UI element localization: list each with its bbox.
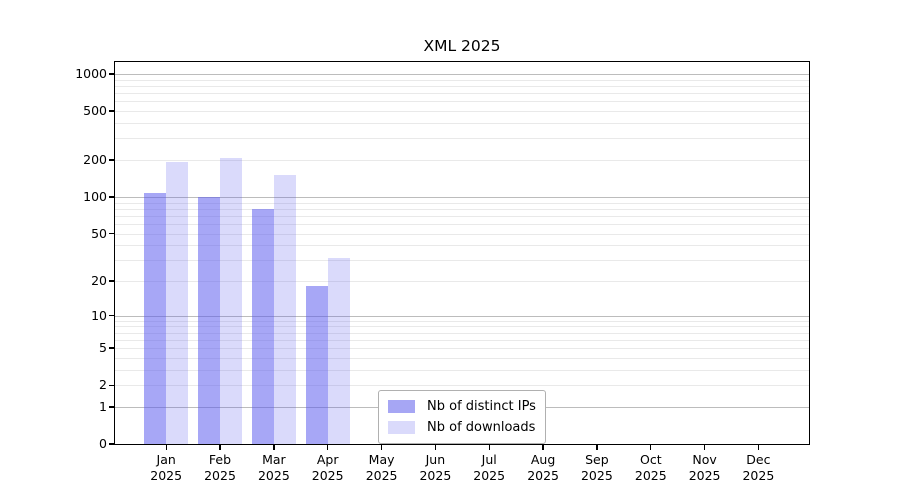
chart-title: XML 2025 (423, 37, 501, 55)
gridline-minor (115, 215, 809, 217)
x-tick (596, 445, 598, 450)
x-tick (757, 445, 760, 450)
gridline-minor (115, 138, 809, 140)
legend-swatch-downloads (388, 421, 415, 434)
x-tick (380, 445, 383, 450)
bar-downloads-feb (220, 158, 242, 444)
gridline-minor (115, 123, 809, 124)
gridline-minor (115, 79, 809, 81)
x-tick-label: Apr 2025 (311, 452, 344, 483)
gridline-minor (115, 260, 809, 262)
gridline-minor (115, 326, 809, 328)
gridline-minor (115, 101, 809, 103)
legend-label-downloads: Nb of downloads (427, 419, 536, 435)
y-tick-label: 100 (83, 188, 107, 204)
plot-area (114, 61, 810, 445)
legend-item-distinct-ips: Nb of distinct IPs (388, 396, 536, 417)
bar-ips-feb (198, 196, 220, 444)
x-tick-label: Aug 2025 (527, 452, 559, 483)
x-tick (488, 445, 490, 450)
x-tick (219, 445, 221, 450)
x-tick-label: May 2025 (365, 452, 398, 483)
y-tick (109, 406, 115, 408)
y-tick (109, 232, 115, 235)
y-tick (109, 159, 115, 161)
x-tick-label: Mar 2025 (257, 452, 290, 483)
bar-ips-apr (305, 286, 328, 444)
x-tick-label: Jan 2025 (150, 452, 183, 483)
gridline-minor (115, 320, 809, 322)
gridline-minor (115, 233, 809, 235)
bar-ips-jan (144, 193, 167, 444)
legend-label-distinct-ips: Nb of distinct IPs (427, 398, 536, 414)
y-tick-label: 10 (91, 307, 107, 323)
x-tick (273, 445, 275, 450)
legend-item-downloads: Nb of downloads (388, 417, 536, 438)
y-tick (109, 280, 115, 282)
gridline-minor (115, 111, 809, 113)
gridline-minor (115, 202, 809, 204)
legend: Nb of distinct IPs Nb of downloads (378, 390, 546, 444)
x-tick-label: Oct 2025 (634, 452, 667, 483)
bar-downloads-apr (327, 258, 350, 444)
y-tick (109, 384, 115, 386)
gridline-minor (115, 339, 809, 341)
gridline-major (115, 74, 809, 75)
x-tick-label: Sep 2025 (580, 452, 613, 483)
gridline-minor (115, 86, 809, 87)
gridline-minor (115, 245, 809, 247)
y-tick-label: 5 (99, 340, 107, 356)
gridline-minor (115, 208, 809, 210)
y-tick-label: 2 (99, 377, 107, 393)
gridline-minor (115, 332, 809, 334)
x-tick-label: Nov 2025 (688, 452, 721, 483)
x-tick-label: Feb 2025 (204, 452, 236, 483)
y-tick (109, 347, 115, 349)
gridline-minor (115, 385, 809, 387)
gridline-minor (115, 93, 809, 95)
y-tick-label: 50 (91, 225, 107, 241)
x-tick (327, 445, 329, 450)
y-tick (109, 314, 115, 317)
y-tick-label: 500 (83, 103, 107, 119)
y-tick-label: 1 (99, 398, 107, 414)
y-tick (109, 73, 115, 75)
x-tick-label: Jul 2025 (473, 452, 506, 483)
y-tick-label: 1000 (75, 66, 107, 81)
y-tick-label: 0 (99, 436, 107, 451)
y-tick (109, 443, 115, 445)
gridline-minor (115, 281, 809, 282)
bar-downloads-jan (166, 162, 189, 444)
gridline-minor (115, 160, 809, 161)
y-tick-label: 20 (91, 273, 107, 288)
gridline-minor (115, 223, 809, 225)
bar-downloads-mar (273, 175, 296, 444)
x-tick (650, 445, 652, 450)
legend-swatch-distinct-ips (388, 400, 415, 413)
gridline-major (115, 196, 809, 198)
x-tick (542, 445, 544, 450)
y-tick (109, 196, 115, 198)
x-tick (434, 445, 437, 450)
x-tick-label: Jun 2025 (419, 452, 452, 483)
gridline-minor (115, 348, 809, 350)
gridline-minor (115, 369, 809, 371)
x-tick-label: Dec 2025 (742, 452, 775, 483)
x-tick (165, 445, 167, 450)
gridline-minor (115, 357, 809, 359)
x-tick (703, 445, 706, 450)
y-tick (109, 110, 115, 112)
bar-ips-mar (251, 208, 274, 444)
gridline-major (115, 315, 809, 317)
y-tick-label: 200 (83, 152, 107, 167)
